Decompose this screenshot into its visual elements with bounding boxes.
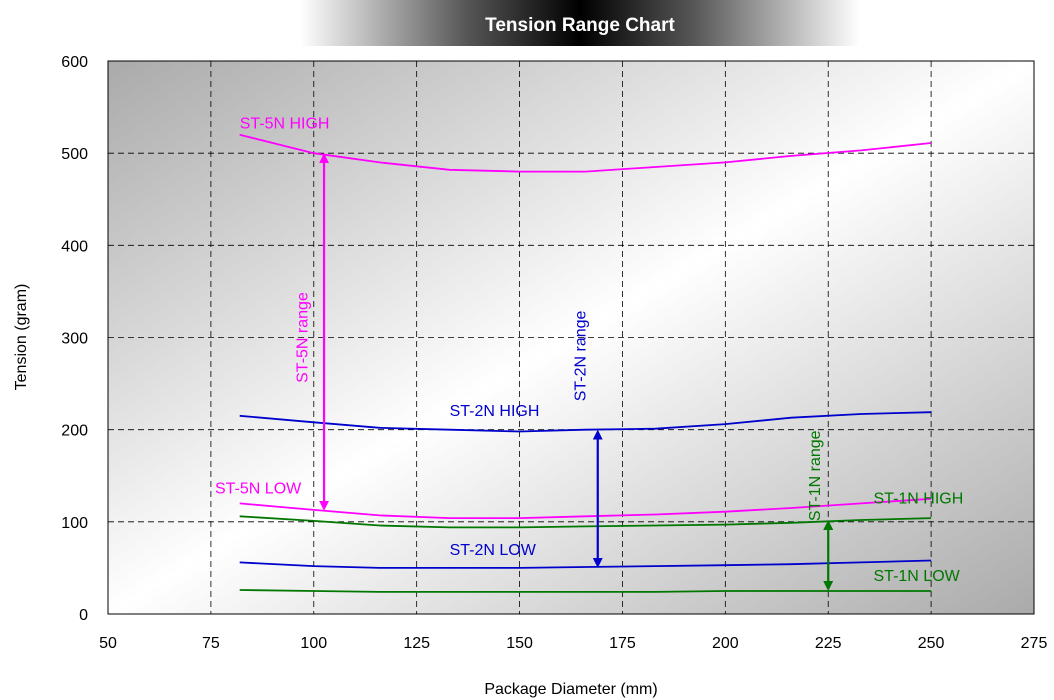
x-axis-title: Package Diameter (mm) <box>484 681 657 698</box>
x-tick-label: 100 <box>300 635 327 652</box>
series-line-st-5n-high <box>239 133 932 173</box>
x-tick-label: 275 <box>1021 635 1048 652</box>
x-tick-label: 175 <box>609 635 636 652</box>
label-st-5n-range: ST-5N range <box>295 292 312 383</box>
label-st-5n-low: ST-5N LOW <box>215 480 302 497</box>
label-st-2n-low: ST-2N LOW <box>450 542 537 559</box>
x-tick-label: 125 <box>403 635 430 652</box>
x-tick-label: 50 <box>99 635 117 652</box>
series-line-st-5n-low <box>239 497 932 519</box>
y-tick-label: 300 <box>61 331 88 348</box>
series-line-st-2n-low <box>239 559 932 569</box>
range-arrows <box>319 153 834 591</box>
y-tick-label: 600 <box>61 54 88 71</box>
y-tick-label: 100 <box>61 515 88 532</box>
label-st-1n-low: ST-1N LOW <box>874 568 961 585</box>
chart-title: Tension Range Chart <box>485 15 675 36</box>
series-line-st-1n-high <box>239 515 932 529</box>
label-st-1n-range: ST-1N range <box>807 430 824 521</box>
x-tick-label: 225 <box>815 635 842 652</box>
label-st-2n-high: ST-2N HIGH <box>450 403 540 420</box>
label-st-5n-high: ST-5N HIGH <box>240 115 330 132</box>
y-tick-label: 200 <box>61 423 88 440</box>
label-st-1n-high: ST-1N HIGH <box>874 490 964 507</box>
series-line-st-2n-high <box>239 411 932 433</box>
x-tick-label: 75 <box>202 635 220 652</box>
label-st-2n-range: ST-2N range <box>572 310 589 401</box>
y-tick-label: 400 <box>61 238 88 255</box>
chart-title-banner: Tension Range Chart <box>300 0 860 46</box>
x-tick-label: 200 <box>712 635 739 652</box>
series-line-st-1n-low <box>239 589 932 593</box>
x-tick-labels: 50 75 100 125 150 175 200 225 250 275 <box>99 635 1047 652</box>
x-tick-label: 150 <box>506 635 533 652</box>
y-axis-title: Tension (gram) <box>13 284 30 391</box>
annotations: ST-5N HIGH ST-5N LOW ST-2N HIGH ST-2N LOW ST… <box>215 115 964 585</box>
y-tick-label: 0 <box>79 607 88 624</box>
series-lines <box>239 133 932 593</box>
x-tick-label: 250 <box>918 635 945 652</box>
y-tick-labels: 0 100 200 300 400 500 600 <box>61 54 88 624</box>
y-tick-label: 500 <box>61 146 88 163</box>
grid <box>108 61 1034 614</box>
